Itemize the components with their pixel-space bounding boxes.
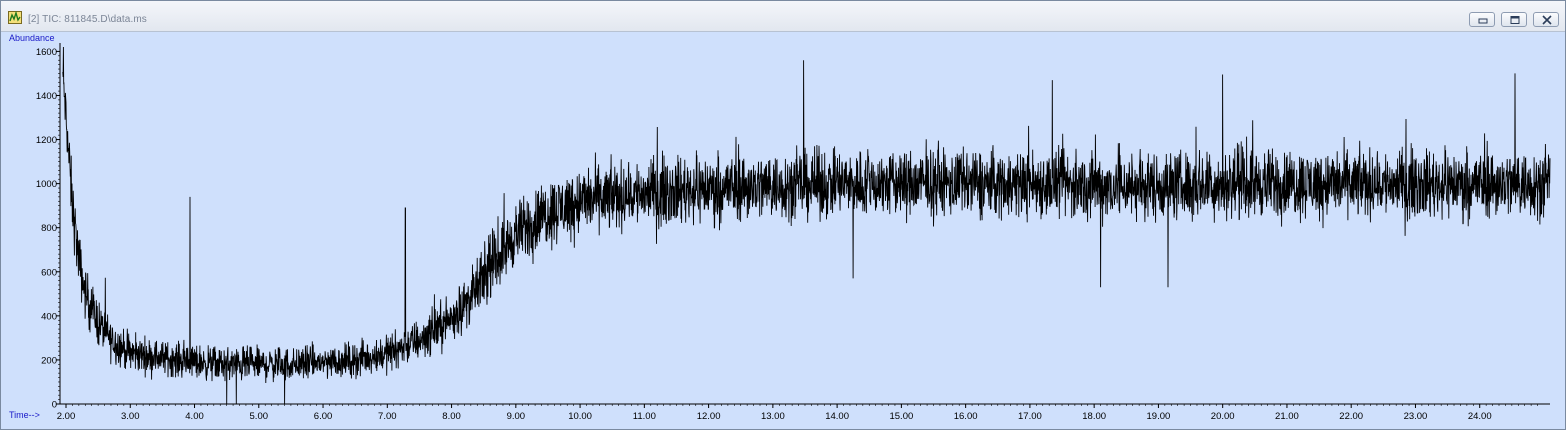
y-tick-label: 0 xyxy=(52,400,57,411)
chromatogram-plot[interactable]: 0 200 400 600 800 1000 1200 1400 1600 2.00 3.00 4.0… xyxy=(1,32,1565,429)
y-tick-label: 1600 xyxy=(36,47,57,58)
y-tick-label: 600 xyxy=(41,267,57,278)
x-tick-label: 17.00 xyxy=(1018,411,1042,422)
x-tick-label: 10.00 xyxy=(568,411,592,422)
x-tick-label: 16.00 xyxy=(954,411,978,422)
window-title: [2] TIC: 811845.D\data.ms xyxy=(28,14,147,25)
x-tick-label: 4.00 xyxy=(185,411,204,422)
x-tick-label: 20.00 xyxy=(1211,411,1235,422)
x-tick-label: 24.00 xyxy=(1468,411,1492,422)
y-tick-label: 1200 xyxy=(36,135,57,146)
title-bar[interactable]: [2] TIC: 811845.D\data.ms xyxy=(1,1,1565,32)
x-tick-label: 2.00 xyxy=(57,411,76,422)
close-icon xyxy=(1542,15,1552,25)
chromatogram-app-icon xyxy=(8,11,22,24)
x-tick-label: 21.00 xyxy=(1275,411,1299,422)
x-tick-label: 9.00 xyxy=(507,411,526,422)
x-tick-label: 13.00 xyxy=(761,411,785,422)
minimize-icon xyxy=(1478,18,1488,24)
x-tick-label: 22.00 xyxy=(1339,411,1363,422)
tic-trace-line xyxy=(62,46,1551,405)
maximize-button[interactable] xyxy=(1501,12,1527,27)
x-tick-label: 14.00 xyxy=(825,411,849,422)
y-tick-label: 1400 xyxy=(36,91,57,102)
x-tick-label: 6.00 xyxy=(314,411,333,422)
x-tick-label: 5.00 xyxy=(250,411,269,422)
x-tick-label: 11.00 xyxy=(633,411,656,422)
x-tick-label: 19.00 xyxy=(1147,411,1171,422)
x-tick-label: 18.00 xyxy=(1082,411,1106,422)
axes: 0 200 400 600 800 1000 1200 1400 1600 2.00 3.00 4.0… xyxy=(36,43,1550,422)
tic-trace xyxy=(62,46,1551,405)
x-tick-label: 15.00 xyxy=(889,411,913,422)
x-axis-label: Time--> xyxy=(9,410,40,420)
y-tick-label: 800 xyxy=(41,223,57,234)
y-tick-label: 1000 xyxy=(36,179,57,190)
y-axis-label: Abundance xyxy=(9,33,55,43)
close-button[interactable] xyxy=(1533,12,1559,27)
minimize-button[interactable] xyxy=(1469,12,1495,27)
x-tick-label: 3.00 xyxy=(121,411,140,422)
x-tick-label: 12.00 xyxy=(697,411,721,422)
y-tick-label: 200 xyxy=(41,355,57,366)
y-tick-label: 400 xyxy=(41,311,57,322)
maximize-icon xyxy=(1510,16,1520,24)
x-tick-label: 23.00 xyxy=(1404,411,1428,422)
x-tick-label: 7.00 xyxy=(378,411,397,422)
x-tick-label: 8.00 xyxy=(442,411,461,422)
